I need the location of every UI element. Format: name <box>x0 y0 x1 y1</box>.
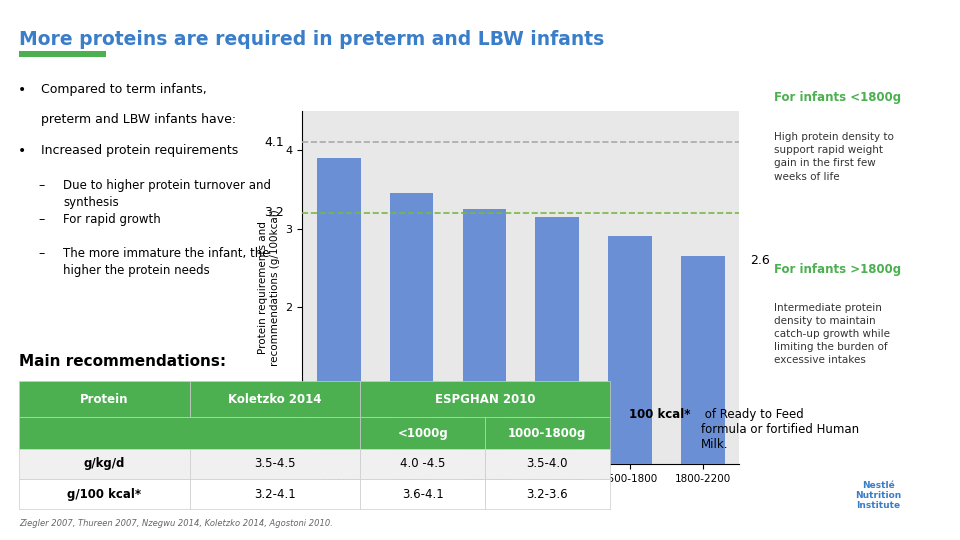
Text: of Ready to Feed
formula or fortified Human
Milk.: of Ready to Feed formula or fortified Hu… <box>701 408 859 451</box>
Text: Increased protein requirements: Increased protein requirements <box>40 144 238 157</box>
Bar <box>681 256 725 464</box>
Bar <box>463 209 506 464</box>
Text: 2.6: 2.6 <box>750 254 770 267</box>
Text: –: – <box>38 213 44 226</box>
Text: Protein: Protein <box>81 393 129 406</box>
Text: Nestlé
Nutrition
Institute: Nestlé Nutrition Institute <box>855 481 901 510</box>
Text: Main recommendations:: Main recommendations: <box>19 354 227 369</box>
Text: g/100 kcal*: g/100 kcal* <box>67 488 141 501</box>
Bar <box>390 193 434 464</box>
Text: 3.5-4.5: 3.5-4.5 <box>254 457 296 470</box>
Text: For rapid growth: For rapid growth <box>63 213 161 226</box>
Text: Protein requirements evolve with body
weight: Protein requirements evolve with body we… <box>368 69 674 100</box>
Text: preterm and LBW infants have:: preterm and LBW infants have: <box>40 112 236 125</box>
Y-axis label: Protein requirements and
recommendations (g/100kcal): Protein requirements and recommendations… <box>258 209 280 366</box>
Bar <box>609 237 652 464</box>
Text: Due to higher protein turnover and
synthesis: Due to higher protein turnover and synth… <box>63 179 272 208</box>
Bar <box>536 217 579 464</box>
Text: For infants <1800g: For infants <1800g <box>775 91 901 104</box>
Text: •: • <box>18 144 26 158</box>
Text: Intermediate protein
density to maintain
catch-up growth while
limiting the burd: Intermediate protein density to maintain… <box>775 302 890 366</box>
Text: The more immature the infant, the
higher the protein needs: The more immature the infant, the higher… <box>63 247 270 278</box>
Text: g/kg/d: g/kg/d <box>84 457 125 470</box>
Text: <1000g: <1000g <box>397 427 448 440</box>
Text: Compared to term infants,: Compared to term infants, <box>40 83 206 97</box>
Text: 3.2: 3.2 <box>264 206 284 219</box>
Text: 3.6-4.1: 3.6-4.1 <box>402 488 444 501</box>
Bar <box>317 158 361 464</box>
Text: ESPGHAN 2010: ESPGHAN 2010 <box>435 393 536 406</box>
Text: 3.2-4.1: 3.2-4.1 <box>254 488 296 501</box>
Text: –: – <box>38 179 44 192</box>
Text: •: • <box>18 83 26 97</box>
Text: 3.5-4.0: 3.5-4.0 <box>526 457 568 470</box>
Text: High protein density to
support rapid weight
gain in the first few
weeks of life: High protein density to support rapid we… <box>775 132 895 181</box>
X-axis label: Body weight (g): Body weight (g) <box>474 492 567 505</box>
Text: 4.1: 4.1 <box>264 136 284 148</box>
Text: 1000-1800g: 1000-1800g <box>508 427 587 440</box>
Text: 100 kcal*: 100 kcal* <box>629 408 690 421</box>
Text: For infants >1800g: For infants >1800g <box>775 263 901 276</box>
Text: 3.2-3.6: 3.2-3.6 <box>526 488 568 501</box>
Text: Ziegler 2007, Thureen 2007, Nzegwu 2014, Koletzko 2014, Agostoni 2010.: Ziegler 2007, Thureen 2007, Nzegwu 2014,… <box>19 519 333 528</box>
Text: Koletzko 2014: Koletzko 2014 <box>228 393 322 406</box>
Text: More proteins are required in preterm and LBW infants: More proteins are required in preterm an… <box>19 30 605 49</box>
Text: –: – <box>38 247 44 260</box>
Text: 4.0 -4.5: 4.0 -4.5 <box>400 457 445 470</box>
